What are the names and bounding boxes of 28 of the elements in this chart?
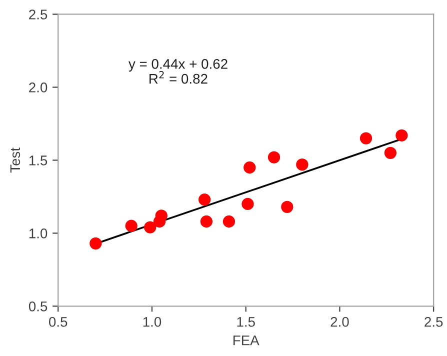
point — [360, 132, 372, 144]
x-tick-label: 2.0 — [330, 316, 349, 327]
x-axis-title: FEA — [233, 336, 260, 346]
x-tick-label: 1.5 — [237, 317, 255, 327]
point — [268, 151, 280, 164]
point — [144, 221, 156, 234]
y-tick-label: 1.0 — [29, 228, 48, 238]
point — [155, 210, 168, 222]
point — [384, 146, 396, 159]
y-tick-label: 2.5 — [29, 10, 48, 20]
annotation: y = 0.44x + 0.62 R$^{2}$ = 0.82 — [128, 59, 228, 84]
y-tick-label: 1.5 — [29, 156, 48, 166]
y-tick-label: 0.5 — [28, 301, 48, 312]
y-axis-title: Test — [10, 148, 20, 173]
x-tick-label: 0.5 — [49, 316, 68, 327]
point — [244, 161, 256, 174]
point — [242, 198, 254, 210]
point — [198, 194, 211, 206]
point — [125, 220, 138, 232]
point — [396, 129, 408, 142]
point — [281, 200, 294, 213]
x-tick-label: 2.5 — [424, 316, 443, 327]
point — [296, 158, 308, 171]
point — [90, 237, 102, 250]
y-tick-label: 2.0 — [29, 82, 48, 92]
point — [222, 215, 236, 228]
x-tick-label: 1.0 — [143, 316, 162, 327]
point — [200, 215, 212, 228]
